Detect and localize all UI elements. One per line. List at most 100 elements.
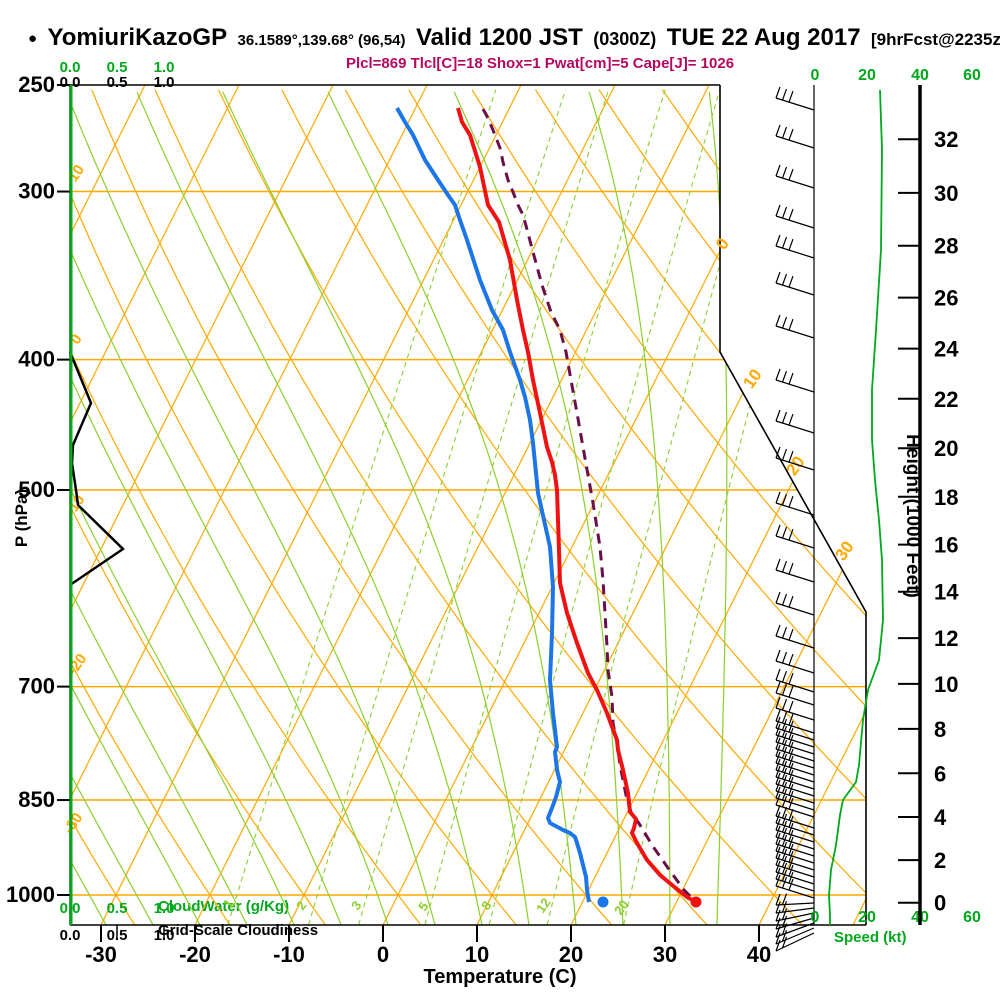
height-tick-label: 22 <box>934 387 958 412</box>
temperature-tick-label: 30 <box>653 942 677 967</box>
height-tick-label: 18 <box>934 485 958 510</box>
dry-adiabat-line <box>344 89 866 925</box>
wind-barb <box>775 907 815 914</box>
forecast-tag: [9hrFcst@2235z] <box>871 30 1000 49</box>
wind-barb <box>775 822 815 836</box>
temperature-tick-label: 0 <box>377 942 389 967</box>
wind-barb <box>775 927 815 945</box>
wind-barb <box>775 679 815 693</box>
wind-barb <box>775 282 815 296</box>
parcel-curve <box>481 108 698 904</box>
dry-adiabat-line <box>91 89 612 925</box>
isotherm-line <box>852 85 866 925</box>
gridline-value-label: 10 <box>65 162 88 185</box>
wind-barb <box>775 707 815 721</box>
speed-tick-label: 0 <box>811 909 820 926</box>
pressure-tick-label: 250 <box>18 72 55 97</box>
wind-barb <box>775 635 815 649</box>
wind-barb <box>775 864 815 878</box>
wind-barb <box>775 420 815 434</box>
wind-barb <box>775 850 815 864</box>
moist-adiabat-line <box>70 91 201 925</box>
wind-barb <box>775 902 815 906</box>
gridline-value-label: 20 <box>782 453 808 479</box>
surface-dewpoint-dot <box>597 896 609 908</box>
temperature-tick-label: 40 <box>747 942 771 967</box>
isotherm-line <box>664 85 866 925</box>
cloudwater-axis-label: CloudWater (g/Kg) <box>158 898 290 915</box>
temperature-tick-label: -30 <box>85 942 117 967</box>
mixing-ratio-line <box>488 89 721 925</box>
valid-time: Valid 1200 JST <box>415 24 583 51</box>
wind-barb <box>775 727 815 741</box>
wind-barb <box>775 325 815 339</box>
wind-barb <box>775 912 815 922</box>
wind-barb <box>775 535 815 549</box>
speed-axis: 00202040406060 <box>811 67 981 926</box>
wind-barb <box>775 843 815 857</box>
wind-barb <box>775 922 815 938</box>
dry-adiabat-line <box>70 89 136 925</box>
speed-axis-label: Speed (kt) <box>834 929 907 946</box>
wind-barb <box>775 776 815 790</box>
dry-adiabat-line <box>70 89 231 925</box>
wind-barb <box>775 135 815 149</box>
cloud-scale-label: 0.5 <box>107 59 128 76</box>
wind-barb <box>775 804 815 818</box>
cloud-scale-label: 1.0 <box>154 900 175 917</box>
dry-adiabat-line <box>70 89 517 925</box>
wind-barb <box>775 836 815 850</box>
wind-barb <box>775 762 815 776</box>
pressure-tick-label: 500 <box>18 477 55 502</box>
wind-barb <box>775 815 815 829</box>
gridline-value-label: 20 <box>611 897 632 917</box>
dry-adiabat-line <box>471 89 866 925</box>
wind-barb <box>775 379 815 393</box>
moist-adiabat-line <box>0 92 12 925</box>
wind-barb <box>775 175 815 189</box>
wind-barb <box>775 783 815 797</box>
isotherm-line <box>100 85 522 925</box>
wind-barb <box>775 569 815 583</box>
speed-tick-label: 60 <box>963 67 981 84</box>
dry-adiabat-line <box>70 89 422 925</box>
height-tick-label: 16 <box>934 533 958 558</box>
height-tick-label: 10 <box>934 672 958 697</box>
isotherm-line <box>70 85 146 925</box>
gridline-value-label: 8 <box>478 898 494 913</box>
height-tick-label: 4 <box>934 805 947 830</box>
wind-barb <box>775 457 815 471</box>
speed-tick-label: 20 <box>858 909 876 926</box>
gridline-value-label: -30 <box>60 810 86 838</box>
cloudiness-profile <box>68 351 125 587</box>
wind-barb <box>775 871 815 885</box>
temperature-tick-label: -10 <box>273 942 305 967</box>
wind-barb <box>775 829 815 843</box>
gridline-value-label: -10 <box>62 492 88 520</box>
chart-title: ● YomiuriKazoGP 36.1589°,139.68° (96,54)… <box>28 24 1000 52</box>
pressure-tick-label: 700 <box>18 674 55 699</box>
moist-adiabat-line <box>136 91 483 925</box>
speed-tick-label: 40 <box>911 67 929 84</box>
wind-barb <box>775 245 815 259</box>
height-tick-label: 32 <box>934 127 958 152</box>
wind-barb <box>775 602 815 616</box>
isotherm-line <box>758 85 866 925</box>
wind-speed-profile <box>828 89 884 925</box>
moist-adiabat-line <box>70 91 342 925</box>
gridline-value-label: 10 <box>739 366 765 392</box>
temperature-tick-label: -20 <box>179 942 211 967</box>
valid-date: TUE 22 Aug 2017 <box>666 24 861 51</box>
isotherm-line <box>70 85 428 925</box>
surface-temperature-dot <box>690 896 702 908</box>
wind-barb <box>775 734 815 748</box>
wind-barb <box>775 502 815 516</box>
cloud-scale-label: 0.0 <box>60 59 81 76</box>
cloud-scale-label: 0.0 <box>60 74 81 91</box>
pressure-tick-label: 1000 <box>6 882 55 907</box>
moist-adiabat-line <box>70 91 436 925</box>
height-tick-label: 14 <box>934 580 959 605</box>
temperature-curve <box>456 107 697 904</box>
